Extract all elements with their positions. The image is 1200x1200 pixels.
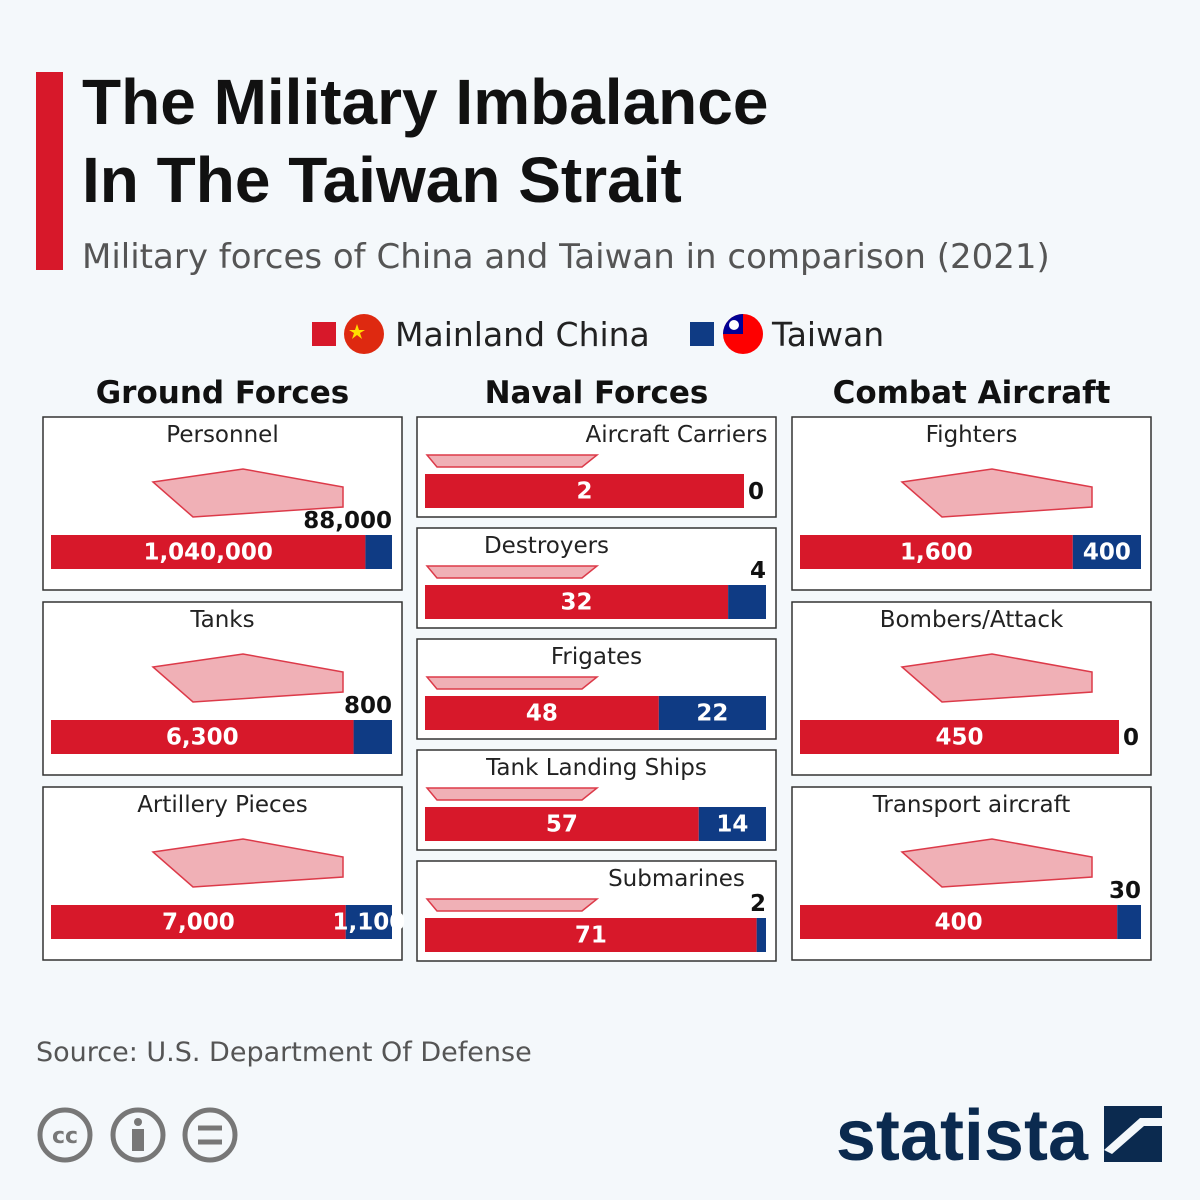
brand-logo-part xyxy=(1104,1118,1162,1154)
panel-label: Aircraft Carriers xyxy=(586,422,768,448)
panel-label: Submarines xyxy=(608,866,745,892)
legend-swatch xyxy=(690,322,714,346)
bar-segment xyxy=(698,807,766,841)
icon xyxy=(425,787,600,801)
panel-label: Tank Landing Ships xyxy=(485,755,707,781)
value-label: 450 xyxy=(935,725,983,751)
legend-label: Mainland China xyxy=(395,315,650,354)
bar-segment xyxy=(51,720,354,754)
value-label: 400 xyxy=(1083,540,1131,566)
panel-label: Artillery Pieces xyxy=(137,792,308,818)
value-label: 4 xyxy=(750,558,766,584)
icon xyxy=(900,838,1093,888)
bar-segment xyxy=(425,918,757,952)
flag-sun xyxy=(729,320,739,330)
value-label: 71 xyxy=(575,923,607,949)
bar-segment xyxy=(365,535,392,569)
brand: statista xyxy=(836,1096,1089,1176)
china-flag xyxy=(344,314,384,354)
value-label: 800 xyxy=(344,693,392,719)
accent-bar xyxy=(36,72,63,270)
bar-segment xyxy=(425,807,699,841)
group-title: Ground Forces xyxy=(96,375,350,411)
bar-segment xyxy=(800,720,1119,754)
value-label: 22 xyxy=(696,701,728,727)
license-text: cc xyxy=(52,1124,78,1149)
value-label: 2 xyxy=(576,479,592,505)
bar-segment xyxy=(728,585,766,619)
value-label: 1,040,000 xyxy=(143,540,273,566)
panel-label: Fighters xyxy=(926,422,1018,448)
bar-segment xyxy=(353,720,392,754)
panel-label: Destroyers xyxy=(484,533,609,559)
icon xyxy=(110,1107,166,1163)
value-label: 0 xyxy=(1123,725,1139,751)
group-title: Combat Aircraft xyxy=(833,375,1111,411)
bar-segment xyxy=(345,905,392,939)
value-label: 30 xyxy=(1109,878,1141,904)
panel-label: Personnel xyxy=(166,422,278,448)
bar-segment xyxy=(1072,535,1141,569)
bar-segment xyxy=(51,905,346,939)
source: Source: U.S. Department Of Defense xyxy=(36,1037,532,1068)
icon-part xyxy=(132,1129,144,1151)
bar-segment xyxy=(756,918,766,952)
value-label: 1,600 xyxy=(900,540,973,566)
icon xyxy=(151,838,344,888)
value-label: 6,300 xyxy=(166,725,239,751)
chart-title: The Military Imbalance xyxy=(82,66,768,138)
bar-segment xyxy=(425,474,744,508)
icon xyxy=(425,676,600,690)
group-title: Naval Forces xyxy=(485,375,709,411)
bar-segment xyxy=(51,535,366,569)
license-icons xyxy=(37,1107,238,1163)
icon xyxy=(151,468,344,518)
icon xyxy=(182,1107,238,1163)
value-label: 48 xyxy=(526,701,558,727)
icon xyxy=(425,898,600,912)
legend-label: Taiwan xyxy=(771,315,884,354)
icon xyxy=(900,653,1093,703)
bar-segment xyxy=(425,696,659,730)
panel-label: Tanks xyxy=(189,607,254,633)
value-label: 32 xyxy=(561,590,593,616)
bar-segment xyxy=(800,535,1073,569)
panel-label: Transport aircraft xyxy=(872,792,1071,818)
bar-segment xyxy=(425,585,729,619)
value-label: 57 xyxy=(546,812,578,838)
icon xyxy=(37,1107,93,1163)
bar-segment xyxy=(800,905,1118,939)
bar-segment xyxy=(1117,905,1141,939)
value-label: 7,000 xyxy=(162,910,235,936)
bar-segment xyxy=(658,696,766,730)
flag-star xyxy=(349,324,365,339)
panel-label: Bombers/Attack xyxy=(880,607,1064,633)
icon-part xyxy=(134,1118,142,1126)
icon xyxy=(900,468,1093,518)
value-label: 0 xyxy=(748,479,764,505)
value-label: 2 xyxy=(750,891,766,917)
chart-title: In The Taiwan Strait xyxy=(82,144,682,216)
panel-label: Frigates xyxy=(551,644,642,670)
legend-swatch xyxy=(312,322,336,346)
chart-subtitle: Military forces of China and Taiwan in c… xyxy=(82,237,1050,277)
value-label: 400 xyxy=(935,910,983,936)
icon xyxy=(425,565,600,579)
value-label: 14 xyxy=(716,812,748,838)
value-label: 88,000 xyxy=(303,508,392,534)
icon xyxy=(151,653,344,703)
icon xyxy=(425,454,600,468)
value-label: 1,100 xyxy=(332,910,405,936)
